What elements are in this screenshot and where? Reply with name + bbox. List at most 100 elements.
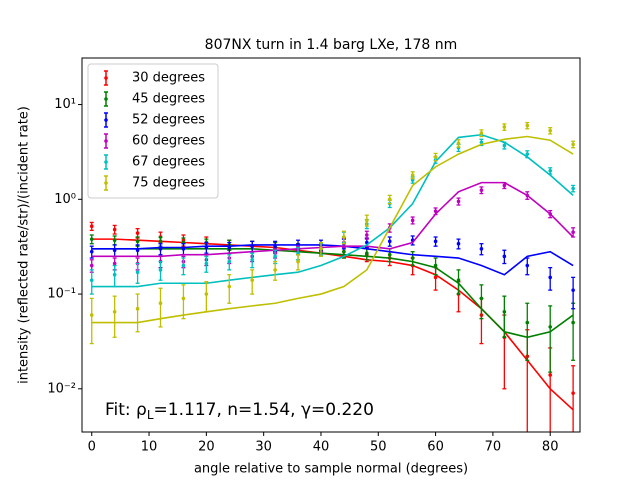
data-point [456, 139, 461, 148]
marker [571, 142, 575, 147]
marker [456, 199, 461, 204]
marker [112, 227, 117, 232]
data-point [548, 167, 553, 175]
fit-line [91, 135, 574, 324]
data-point [502, 295, 507, 338]
legend-label: 67 degrees [132, 155, 205, 170]
marker [571, 391, 575, 395]
marker [433, 275, 438, 280]
marker [387, 239, 392, 244]
data-point [89, 221, 94, 232]
legend-swatch-marker [104, 76, 108, 80]
data-point [571, 276, 576, 310]
data-point [502, 181, 507, 190]
plot-area [89, 121, 576, 432]
x-tick-label: 50 [370, 440, 387, 455]
marker [525, 193, 530, 198]
data-point [318, 241, 323, 257]
data-point [89, 234, 94, 245]
marker [250, 257, 255, 262]
annotation-sub: L [147, 408, 154, 422]
data-point [571, 227, 576, 238]
fit-line [91, 181, 574, 258]
data-point [479, 284, 484, 320]
marker [479, 296, 484, 301]
marker [365, 233, 369, 237]
data-point [433, 257, 438, 276]
marker [548, 168, 553, 173]
marker [112, 309, 117, 314]
data-point [525, 191, 530, 200]
data-point [433, 236, 438, 247]
marker [525, 152, 530, 156]
data-point [525, 302, 530, 361]
x-tick-label: 70 [485, 440, 502, 455]
plot-frame [81, 57, 581, 433]
data-point [135, 262, 140, 284]
data-point [571, 365, 576, 432]
data-point [548, 305, 553, 373]
marker [250, 244, 255, 248]
marker [456, 241, 461, 246]
marker [250, 278, 255, 283]
data-point [135, 293, 140, 333]
marker [158, 268, 163, 272]
marker [548, 128, 553, 133]
marker [181, 247, 186, 251]
fit-line [91, 244, 574, 276]
marker [365, 218, 369, 223]
x-axis-label: angle relative to sample normal (degrees… [194, 462, 468, 477]
marker [135, 306, 140, 311]
data-point [456, 197, 461, 206]
data-point [571, 184, 576, 193]
data-point [158, 243, 163, 256]
marker [204, 245, 209, 250]
y-tick-label: 10¹ [54, 97, 76, 112]
marker [342, 249, 346, 254]
legend-swatch-marker [104, 139, 108, 143]
annotation-prefix: Fit: ρ [105, 400, 147, 420]
y-axis-label: intensity (reflected rate/str)/(incident… [17, 106, 32, 384]
marker [502, 143, 507, 148]
legend-label: 75 degrees [132, 176, 205, 191]
data-point [250, 269, 255, 295]
marker [548, 212, 553, 216]
fit-line [91, 248, 574, 339]
data-point [387, 194, 392, 205]
marker [89, 263, 94, 268]
marker [525, 263, 530, 268]
marker [296, 259, 300, 264]
legend-label: 60 degrees [132, 134, 205, 149]
data-point [525, 257, 530, 276]
marker [571, 320, 575, 325]
data-point [548, 209, 553, 219]
marker [89, 224, 94, 229]
y-tick-label: 10⁰ [54, 192, 76, 207]
data-point [112, 224, 117, 235]
data-point [479, 129, 484, 138]
legend-label: 52 degrees [132, 113, 205, 128]
marker [433, 239, 438, 244]
data-point [479, 186, 484, 195]
marker [158, 239, 163, 244]
data-point [525, 150, 530, 159]
marker [89, 313, 94, 317]
data-point [525, 121, 530, 130]
marker [112, 272, 117, 277]
data-point [410, 216, 415, 225]
marker [410, 218, 415, 223]
marker [525, 320, 530, 325]
marker [571, 186, 575, 191]
marker [273, 244, 277, 248]
marker [548, 325, 553, 329]
chart-title: 807NX turn in 1.4 barg LXe, 178 nm [205, 37, 458, 53]
fit-line [91, 133, 574, 288]
marker [135, 270, 140, 275]
legend-swatch-marker [104, 118, 108, 122]
marker [479, 247, 484, 251]
data-point [204, 241, 209, 254]
data-point [227, 254, 232, 271]
marker [135, 248, 140, 253]
marker [135, 231, 140, 235]
marker [365, 251, 369, 255]
